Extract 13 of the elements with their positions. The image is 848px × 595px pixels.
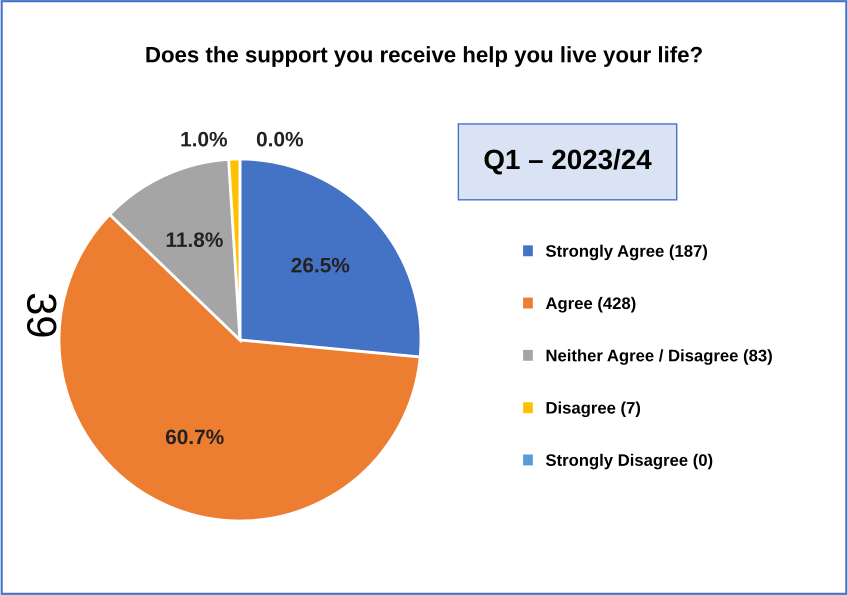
chart-title: Does the support you receive help you live your life?: [146, 46, 702, 67]
legend-label: Strongly Agree (187): [546, 244, 708, 260]
text: Q1 – 2023/24: [484, 148, 652, 174]
data-label: 26.5%: [291, 258, 350, 273]
legend-label: Strongly Disagree (0): [546, 454, 712, 470]
data-label: 11.8%: [166, 232, 223, 248]
data-label: 60.7%: [166, 430, 224, 444]
legend-label: Disagree (7): [546, 401, 640, 418]
text: 39: [26, 294, 56, 337]
legend-label: Agree (428): [546, 296, 636, 313]
text: 0.0%: [256, 132, 304, 147]
legend-label: Neither Agree / Disagree (83): [546, 349, 772, 365]
data-label: 1.0%: [181, 132, 228, 147]
